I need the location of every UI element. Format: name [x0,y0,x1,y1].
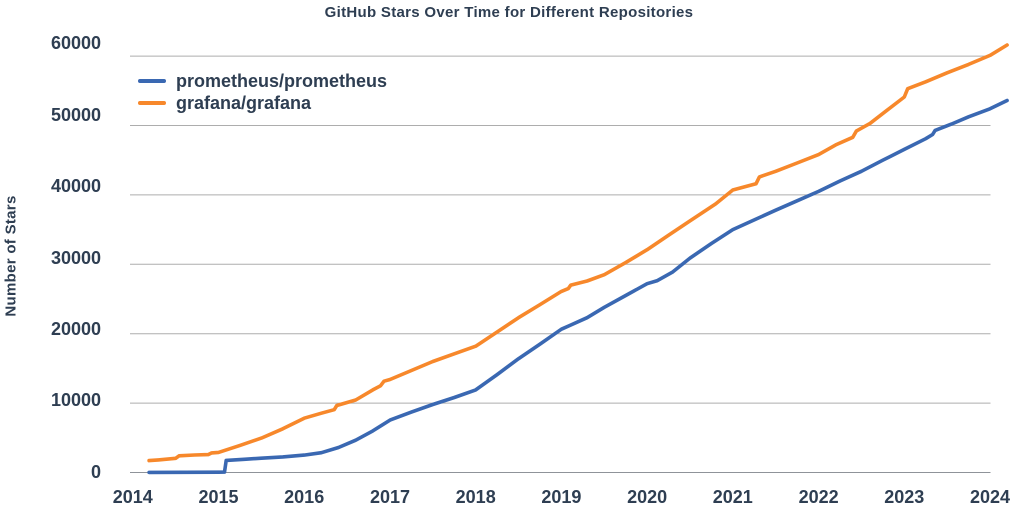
legend-item-grafana: grafana/grafana [138,93,387,113]
x-tick-label: 2022 [798,487,839,507]
legend-item-prometheus: prometheus/prometheus [138,71,387,91]
series-line-prometheus [147,98,1009,475]
x-tick-label: 2020 [627,487,668,507]
x-tick-label: 2014 [112,487,153,507]
series-line-grafana [147,43,1009,463]
legend-line-swatch-grafana [138,101,166,105]
y-tick-label: 60000 [50,33,101,54]
x-tick-label: 2015 [198,487,239,507]
x-tick-label: 2021 [712,487,753,507]
y-tick-label: 20000 [50,318,101,339]
x-tick-label: 2024 [969,487,1011,507]
chart-title: GitHub Stars Over Time for Different Rep… [324,4,694,21]
x-tick-label: 2018 [455,487,496,507]
legend-label-grafana: grafana/grafana [176,92,312,113]
x-tick-label: 2017 [369,487,411,507]
x-tick-label: 2019 [541,487,582,507]
x-tick-label: 2023 [884,487,925,507]
y-tick-label: 40000 [50,176,101,197]
y-tick-label: 50000 [50,104,101,125]
legend-label-prometheus: prometheus/prometheus [176,70,388,91]
y-tick-label: 10000 [50,390,101,411]
y-tick-label: 30000 [50,247,101,268]
x-tick-label: 2016 [284,487,325,507]
y-tick-label: 0 [90,461,101,482]
legend-line-swatch-prometheus [138,79,166,83]
legend: prometheus/prometheus grafana/grafana [138,71,387,115]
